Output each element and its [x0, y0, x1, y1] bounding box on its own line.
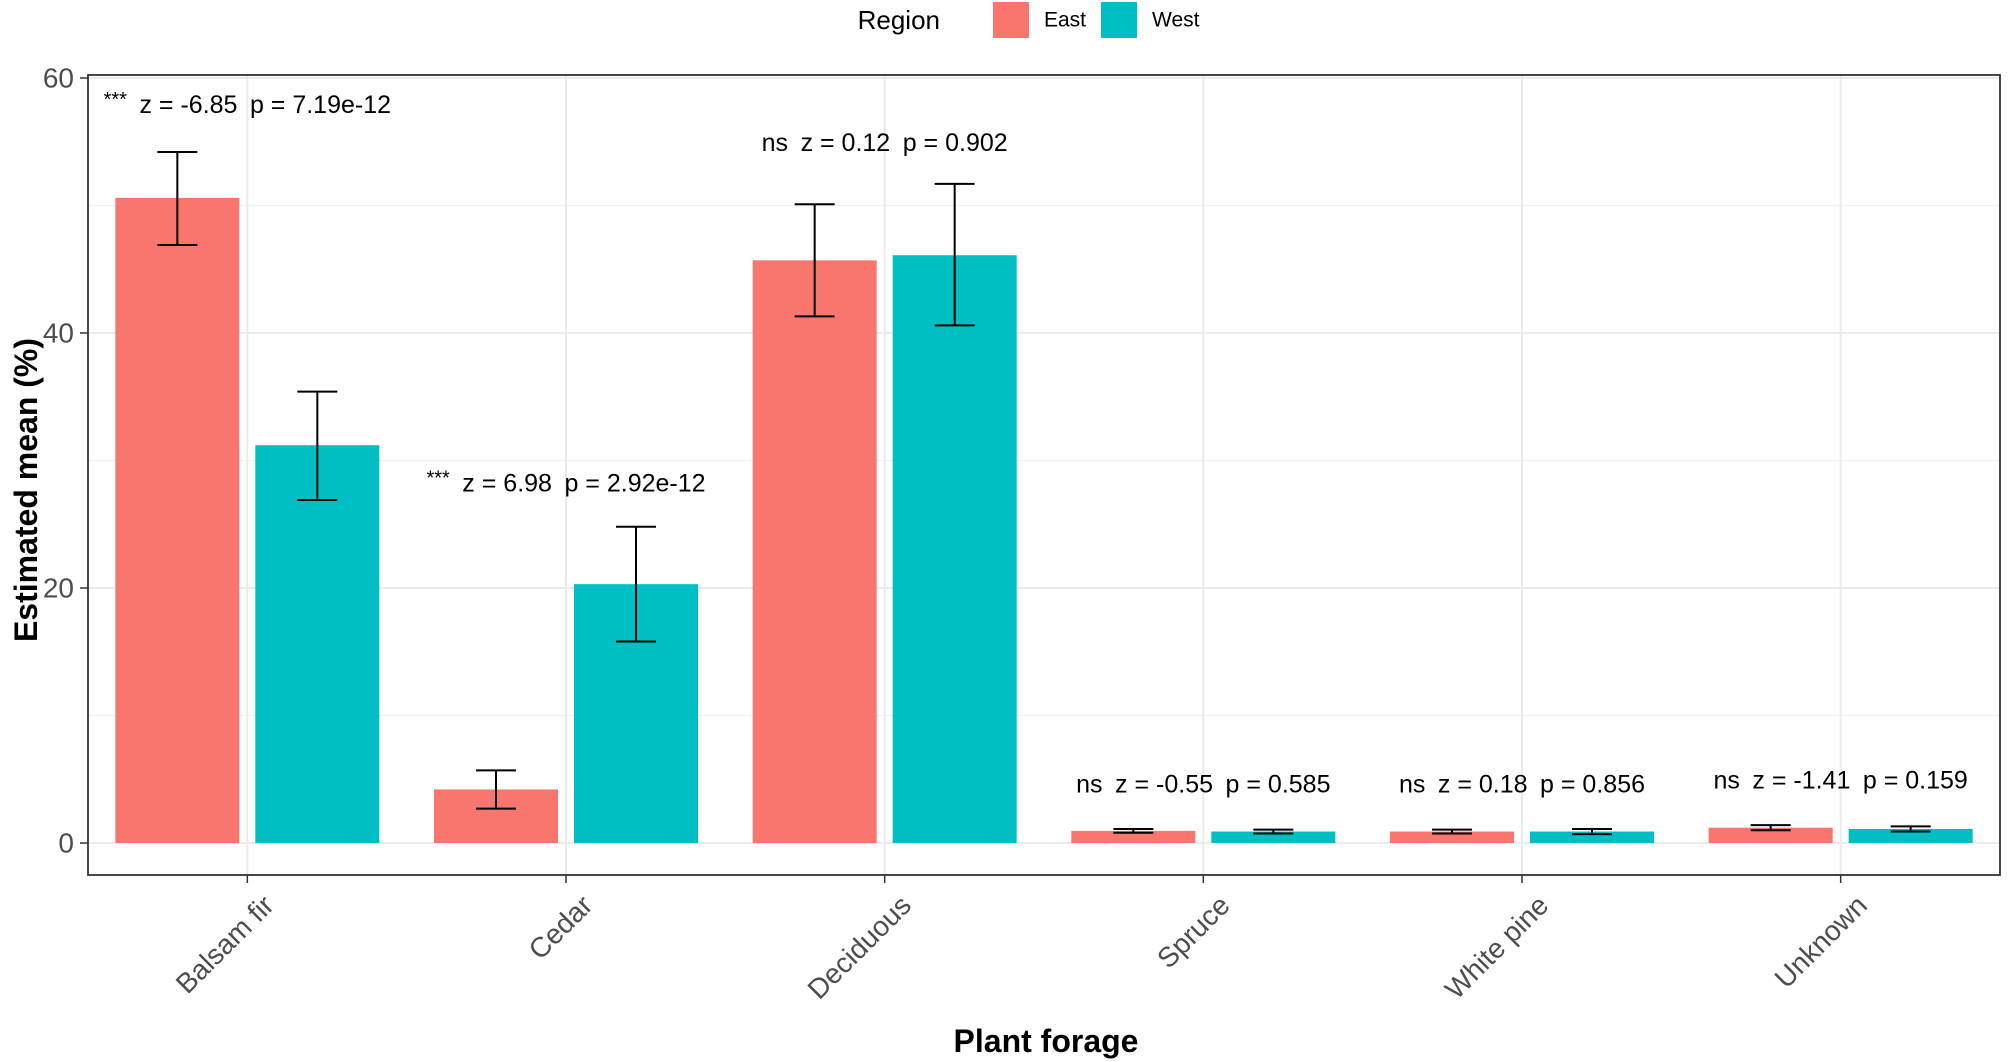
plot-border	[87, 74, 2001, 876]
legend: Region East West	[858, 2, 1200, 38]
x-axis-title: Plant forage	[954, 1023, 1139, 1059]
error-bar-east-spruce	[1113, 827, 1154, 834]
error-bar-west-deciduous	[934, 182, 975, 327]
bar-east-spruce	[1071, 830, 1196, 843]
bar-east-deciduous	[752, 260, 877, 843]
error-bar-east-deciduous	[794, 203, 835, 318]
annotation-white-pine: ns z = 0.18 p = 0.856	[1399, 770, 1645, 798]
bar-west-unknown	[1848, 828, 1973, 843]
legend-label-west: West	[1152, 9, 1200, 32]
bar-west-white-pine	[1530, 831, 1654, 843]
annotation-deciduous: ns z = 0.12 p = 0.902	[762, 129, 1008, 157]
legend-swatch-west	[1101, 2, 1137, 38]
y-tick-label: 20	[43, 573, 74, 604]
error-bar-east-white-pine	[1432, 828, 1472, 835]
bar-west-deciduous	[892, 255, 1017, 844]
plot-area: 0 20 40 60 *** z = -6.85 p = 7.19e-12 *** z =…	[43, 63, 2001, 1005]
legend-title: Region	[858, 5, 940, 35]
error-bar-west-white-pine	[1572, 827, 1612, 836]
y-tick-label: 0	[58, 828, 74, 859]
bar-west-spruce	[1211, 831, 1336, 843]
legend-swatch-east	[993, 2, 1029, 38]
y-axis-title: Estimated mean (%)	[8, 338, 44, 642]
error-bar-west-spruce	[1253, 828, 1294, 835]
error-bar-east-cedar	[476, 769, 516, 810]
plot-panel	[88, 75, 2000, 875]
y-tick-label: 60	[43, 63, 74, 94]
y-tick-label: 40	[43, 318, 74, 349]
error-bar-west-cedar	[616, 525, 656, 643]
bar-west-balsam-fir	[255, 445, 380, 843]
bar-east-unknown	[1708, 827, 1833, 843]
bar-east-white-pine	[1390, 831, 1514, 843]
annotation-unknown: ns z = -1.41 p = 0.159	[1713, 767, 1967, 795]
annotation-cedar: *** z = 6.98 p = 2.92e-12	[426, 467, 705, 497]
annotation-spruce: ns z = -0.55 p = 0.585	[1076, 770, 1330, 798]
annotation-balsam-fir: *** z = -6.85 p = 7.19e-12	[104, 89, 391, 119]
error-bar-west-unknown	[1890, 825, 1931, 833]
error-bar-east-balsam-fir	[157, 150, 198, 247]
legend-label-east: East	[1044, 9, 1086, 32]
error-bar-east-unknown	[1750, 824, 1791, 832]
error-bar-west-balsam-fir	[297, 390, 338, 502]
bar-east-balsam-fir	[115, 197, 240, 844]
